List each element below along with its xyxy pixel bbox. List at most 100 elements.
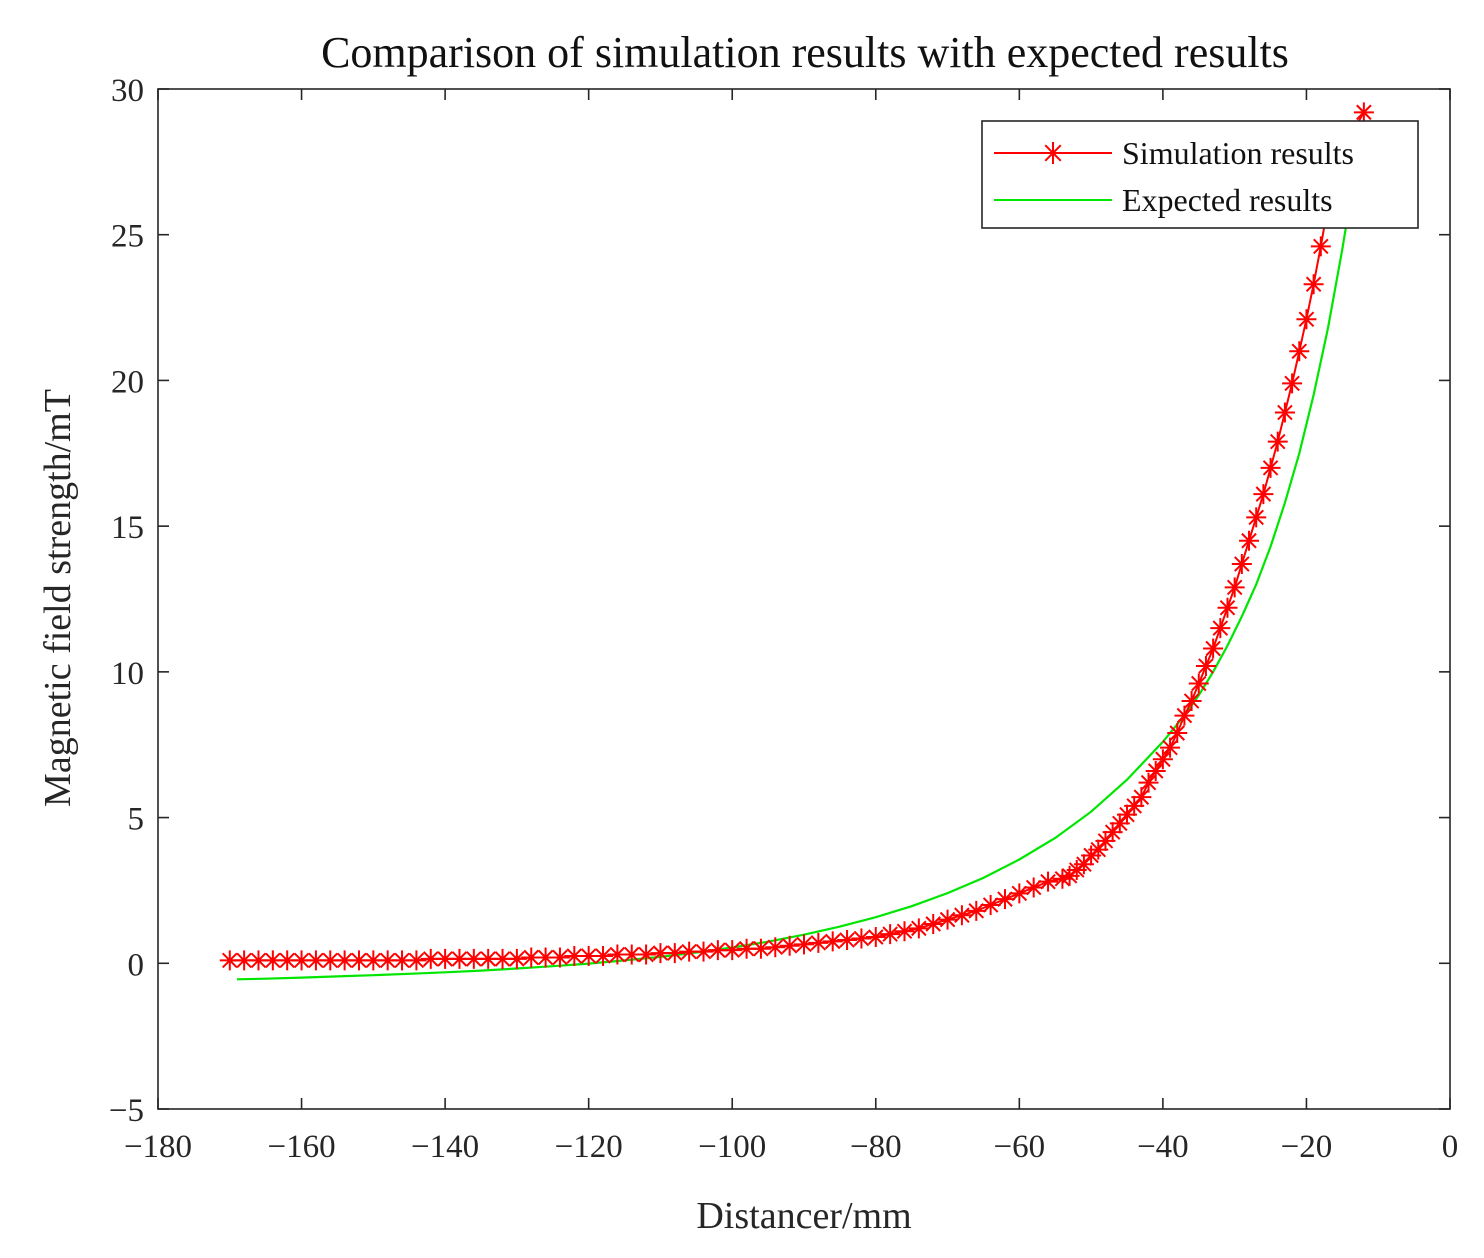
simulation-point	[707, 940, 728, 961]
simulation-point	[1124, 795, 1145, 816]
simulation-point	[1246, 507, 1267, 528]
simulation-point	[880, 924, 901, 945]
simulation-point	[607, 944, 628, 965]
simulation-point	[1160, 737, 1181, 758]
simulation-point	[765, 937, 786, 958]
simulation-point	[593, 946, 614, 966]
simulation-point	[291, 950, 312, 971]
simulation-point	[1109, 813, 1130, 834]
simulation-point	[794, 934, 814, 955]
simulation-point	[650, 943, 671, 964]
legend: Simulation results Expected results	[981, 120, 1419, 229]
simulation-point	[1274, 402, 1295, 423]
simulation-point	[736, 938, 757, 959]
y-tick-label: 30	[111, 73, 144, 109]
simulation-point	[851, 928, 872, 949]
y-tick-label: 0	[128, 947, 145, 983]
y-tick-label: 5	[128, 802, 145, 838]
simulation-point	[1095, 830, 1116, 851]
simulation-point	[923, 913, 944, 934]
simulation-point	[951, 905, 972, 926]
legend-marker-asterisk	[1042, 142, 1064, 164]
simulation-point	[506, 948, 527, 969]
x-tick-label: −140	[411, 1129, 479, 1165]
simulation-point	[1296, 309, 1317, 330]
plot-frame	[157, 88, 1451, 1110]
y-tick-labels: −5 0 5 10 15 20 25 30	[109, 73, 144, 1129]
simulation-point	[234, 950, 255, 971]
y-tick-label: 10	[111, 656, 144, 692]
axis-ticks	[157, 88, 1451, 1110]
simulation-point	[664, 943, 685, 964]
x-axis-label: Distancer/mm	[696, 1195, 911, 1237]
x-tick-label: −160	[267, 1129, 335, 1165]
simulation-point	[363, 950, 384, 971]
simulation-point	[1289, 341, 1310, 362]
x-tick-label: −40	[1137, 1129, 1189, 1165]
simulation-point	[348, 950, 369, 971]
simulation-point	[1310, 236, 1331, 257]
simulation-point	[1145, 760, 1166, 781]
simulation-point	[908, 918, 929, 939]
simulation-point	[1009, 883, 1030, 904]
simulation-point	[1217, 597, 1238, 618]
simulation-point	[463, 948, 484, 969]
simulation-point	[535, 947, 556, 968]
series-layer	[219, 102, 1374, 981]
simulation-point	[693, 941, 714, 962]
simulation-point	[1167, 723, 1188, 744]
simulation-point	[1174, 705, 1195, 726]
x-tick-label: −80	[850, 1129, 902, 1165]
legend-simulation-marker	[1042, 142, 1064, 164]
simulation-point	[1023, 877, 1044, 898]
x-tick-labels: −180 −160 −140 −120 −100 −80 −60 −40 −20 0	[124, 1129, 1458, 1165]
simulation-point	[679, 941, 700, 962]
simulation-point	[1188, 673, 1209, 694]
simulation-point	[492, 948, 513, 969]
simulation-point	[722, 940, 743, 961]
simulation-point	[578, 946, 599, 966]
chart-title: Comparison of simulation results with ex…	[321, 28, 1289, 77]
simulation-point	[420, 948, 441, 969]
simulation-point	[1210, 618, 1231, 639]
simulation-point	[1282, 373, 1303, 394]
legend-simulation-label: Simulation results	[1122, 135, 1354, 171]
simulation-point	[392, 950, 413, 971]
simulation-point	[779, 935, 800, 956]
simulation-point	[621, 944, 642, 965]
simulation-point	[277, 950, 298, 971]
simulation-point	[636, 944, 657, 965]
simulation-point	[449, 948, 470, 969]
x-tick-label: −100	[698, 1129, 766, 1165]
y-tick-label: 20	[111, 364, 144, 400]
legend-box	[981, 120, 1419, 229]
simulation-point	[1239, 530, 1260, 551]
simulation-point	[822, 931, 843, 952]
simulation-point	[1253, 484, 1274, 505]
x-tick-label: −180	[124, 1129, 192, 1165]
y-tick-label: −5	[109, 1093, 144, 1129]
legend-expected-label: Expected results	[1122, 182, 1333, 218]
x-tick-label: 0	[1442, 1129, 1459, 1165]
simulation-point	[1152, 749, 1173, 770]
x-tick-label: −20	[1281, 1129, 1333, 1165]
simulation-point	[1181, 691, 1202, 711]
x-tick-label: −60	[994, 1129, 1046, 1165]
x-tick-label: −120	[555, 1129, 623, 1165]
simulation-point	[966, 900, 987, 921]
simulation-point	[1088, 839, 1109, 860]
simulation-point	[248, 950, 269, 971]
simulation-point	[994, 889, 1015, 910]
simulation-results-markers	[219, 102, 1374, 971]
simulation-point	[320, 950, 341, 971]
simulation-point	[478, 948, 499, 969]
simulation-point	[837, 929, 858, 950]
simulation-point	[1231, 554, 1252, 575]
simulation-point	[894, 921, 915, 942]
simulation-point	[219, 950, 240, 971]
simulation-point	[750, 938, 771, 959]
simulation-point	[808, 932, 829, 953]
simulation-point	[1117, 804, 1137, 825]
simulation-point	[406, 950, 427, 971]
